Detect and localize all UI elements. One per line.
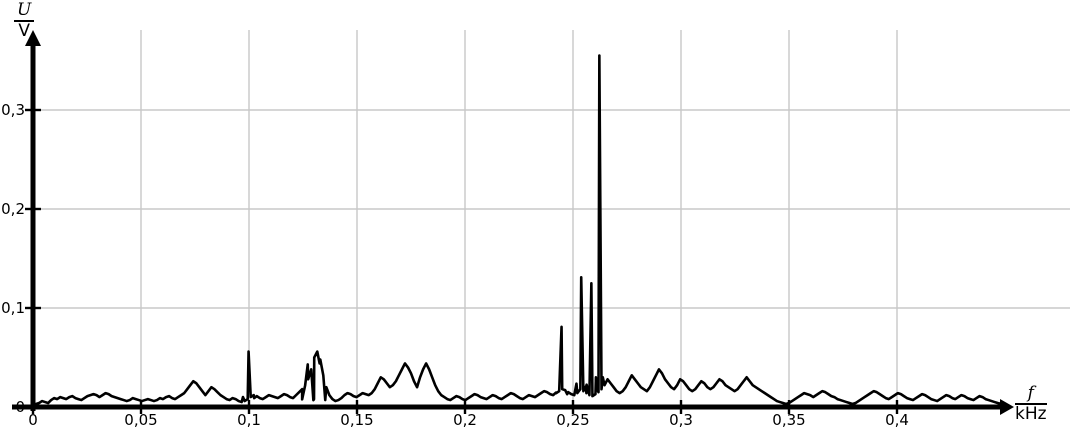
spectrum-data-line	[31, 54, 1004, 407]
y-tick-label: 0	[15, 398, 25, 416]
y-tick-label: 0,2	[1, 200, 25, 218]
vertical-gridlines	[140, 30, 898, 407]
x-tick-label: 0,15	[340, 411, 374, 429]
horizontal-gridlines	[33, 109, 1070, 309]
y-tick-label: 0,1	[1, 299, 25, 317]
x-axis-arrow-icon	[1000, 399, 1014, 415]
x-tick-label: 0,2	[453, 411, 477, 429]
y-axis-label: U V	[14, 2, 35, 41]
x-tick-label: 0,4	[885, 411, 909, 429]
x-tick-label: 0,25	[556, 411, 590, 429]
x-tick-label: 0	[28, 411, 38, 429]
y-axis-label-denominator: V	[18, 21, 30, 41]
x-axis-label-numerator: f	[1015, 385, 1047, 405]
x-axis-label-denominator: kHz	[1015, 404, 1047, 424]
y-axis-label-numerator: U	[14, 2, 35, 22]
x-tick-label: 0,05	[124, 411, 158, 429]
x-tick-label: 0,35	[772, 411, 806, 429]
x-tick-label: 0,3	[669, 411, 693, 429]
y-tick-label: 0,3	[1, 101, 25, 119]
y-axis-arrow-icon	[25, 30, 41, 46]
x-tick-label: 0,1	[237, 411, 261, 429]
x-axis-label: f kHz	[1015, 385, 1047, 423]
